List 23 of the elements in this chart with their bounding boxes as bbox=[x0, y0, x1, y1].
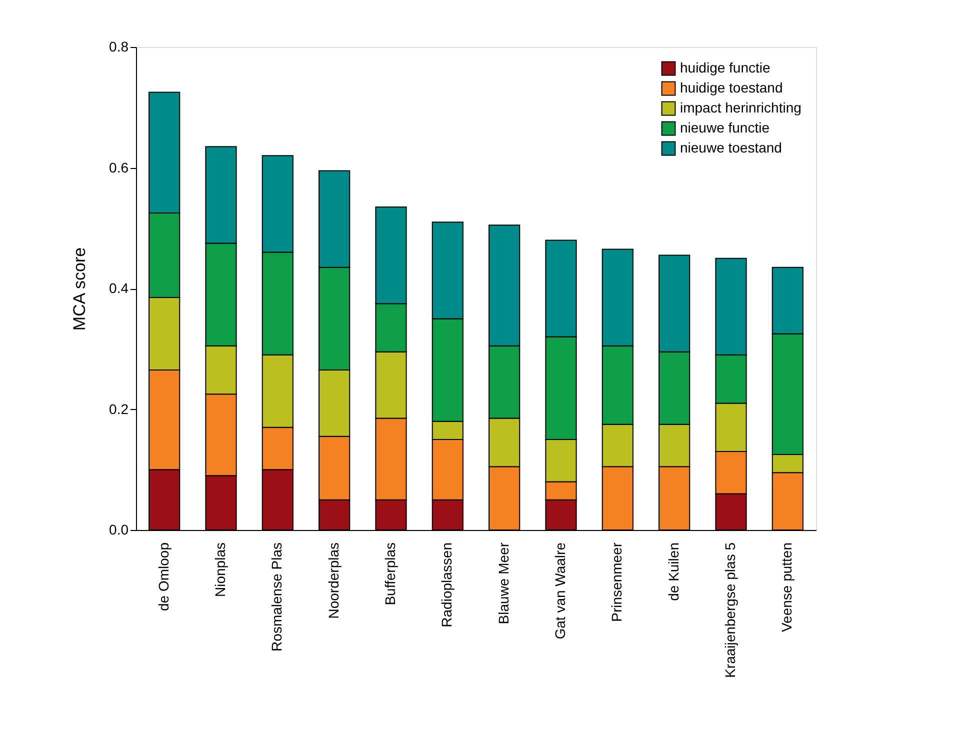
x-tick-label: Prinsenmeer bbox=[608, 542, 625, 622]
legend-label: huidige toestand bbox=[680, 80, 783, 96]
y-tick-label: 0.2 bbox=[109, 400, 129, 417]
x-tick-label: Rosmalense Plas bbox=[268, 542, 285, 652]
x-tick-label: de Kuilen bbox=[665, 542, 682, 601]
x-tick-label: de Omloop bbox=[155, 542, 172, 611]
y-axis-title: MCA score bbox=[70, 247, 90, 331]
x-tick-label: Blauwe Meer bbox=[495, 542, 512, 624]
legend-label: huidige functie bbox=[680, 60, 771, 76]
x-tick-label: Radioplassen bbox=[438, 542, 455, 628]
x-tick-label: Nionplas bbox=[212, 542, 228, 597]
legend-label: nieuwe toestand bbox=[680, 140, 782, 156]
y-tick-label: 0.0 bbox=[109, 522, 129, 538]
legend-label: impact herinrichting bbox=[680, 100, 802, 116]
y-tick-label: 0.8 bbox=[109, 38, 129, 54]
x-tick-label: Bufferplas bbox=[382, 542, 398, 606]
y-tick-label: 0.4 bbox=[109, 280, 129, 296]
x-tick-label: Kraaijenbergse plas 5 bbox=[722, 542, 738, 678]
x-tick-label: Veense putten bbox=[778, 542, 795, 632]
y-tick-label: 0.6 bbox=[109, 159, 129, 176]
legend-label: nieuwe functie bbox=[680, 120, 770, 136]
x-tick-label: Gat van Waalre bbox=[552, 542, 568, 640]
x-tick-label: Noorderplas bbox=[325, 542, 342, 619]
